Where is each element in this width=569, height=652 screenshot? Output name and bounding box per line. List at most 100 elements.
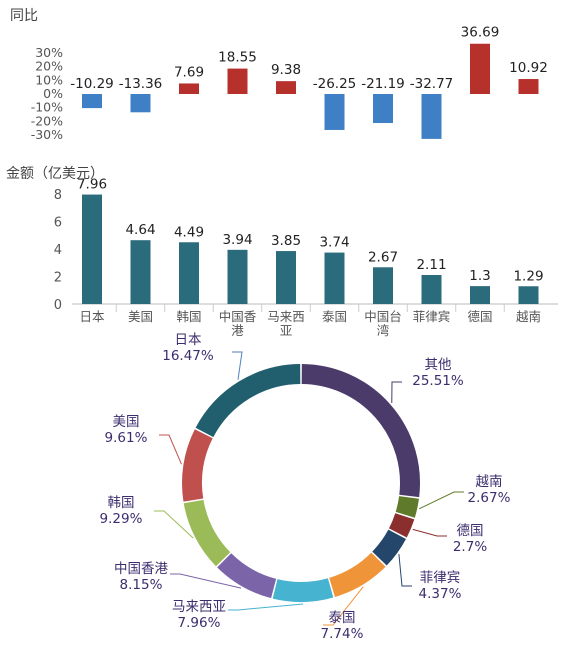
donut-slice (183, 499, 231, 567)
yoy-bar (518, 79, 539, 94)
amount-bar (179, 242, 199, 304)
yoy-bar (82, 94, 102, 109)
yoy-bar (421, 94, 442, 139)
amount-x-tick-label: 韩国 (176, 309, 201, 324)
donut-label-name: 菲律宾 (420, 570, 461, 586)
amount-bar (82, 194, 102, 304)
donut-leader-lines (154, 351, 464, 626)
amount-x-tick-label: 德国 (467, 309, 492, 324)
amount-data-label: 2.11 (416, 257, 446, 273)
donut-slice (301, 364, 420, 498)
donut-label-value: 7.96% (178, 615, 221, 631)
yoy-data-label: 7.69 (174, 64, 204, 80)
yoy-y-axis: 30%20%10%0%-10%-20%-30% (31, 45, 63, 142)
yoy-data-label: 36.69 (461, 25, 500, 41)
yoy-y-tick-label: -10% (31, 100, 63, 115)
amount-bar (324, 252, 345, 304)
donut-slice (195, 364, 301, 438)
yoy-data-label: 10.92 (509, 60, 548, 76)
donut-label-name: 日本 (175, 332, 202, 348)
yoy-data-label: 18.55 (218, 50, 257, 66)
donut-leader-line (232, 351, 243, 380)
amount-x-tick-label: 中国台 (364, 309, 402, 324)
donut-leader-line (170, 573, 242, 589)
donut-label-value: 4.37% (419, 586, 462, 602)
donut-label-value: 8.15% (120, 577, 163, 593)
amount-bar (130, 240, 151, 304)
yoy-y-tick-label: 0% (43, 86, 63, 101)
yoy-data-label: -13.36 (119, 76, 163, 92)
amount-bar (470, 286, 490, 304)
amount-y-tick-label: 0 (54, 298, 62, 313)
yoy-data-label: -26.25 (313, 76, 357, 92)
yoy-y-tick-label: -30% (31, 127, 63, 142)
yoy-y-tick-label: 20% (35, 59, 63, 74)
yoy-bars (82, 43, 539, 139)
amount-data-labels: 7.96 4.64 4.49 3.94 3.85 3.74 2.67 2.11 1.3 1.29 (77, 177, 544, 285)
donut-label-value: 2.7% (453, 539, 487, 555)
donut-slice (182, 429, 213, 502)
amount-data-label: 4.64 (125, 222, 155, 238)
donut-leader-line (398, 554, 412, 587)
amount-y-tick-label: 8 (54, 188, 62, 203)
amount-y-tick-label: 6 (54, 216, 62, 231)
amount-bar (421, 274, 442, 304)
donut-label-value: 2.67% (468, 490, 511, 506)
yoy-bar (227, 68, 248, 94)
amount-x-tick-label: 越南 (516, 309, 541, 324)
amount-bar (373, 267, 393, 304)
amount-x-tick-label: 美国 (128, 309, 153, 324)
amount-data-label: 3.94 (222, 232, 252, 248)
yoy-y-tick-label: -20% (31, 113, 63, 128)
amount-bars (82, 194, 539, 304)
yoy-bar-chart: 同比 30%20%10%0%-10%-20%-30% -10.29 -13.36 7… (10, 8, 548, 142)
donut-label-value: 7.74% (321, 626, 364, 642)
yoy-y-tick-label: 30% (35, 45, 63, 60)
amount-data-label: 1.29 (513, 268, 543, 284)
donut-label-name: 马来西亚 (172, 599, 226, 615)
yoy-bar (276, 81, 296, 94)
yoy-y-tick-label: 10% (35, 72, 63, 87)
donut-leader-line (228, 603, 304, 611)
yoy-bar (470, 43, 490, 94)
donut-label-name: 其他 (425, 357, 452, 373)
donut-leader-line (154, 510, 194, 539)
amount-data-label: 7.96 (77, 177, 107, 193)
donut-slice (395, 495, 419, 518)
donut-leader-line (323, 586, 364, 626)
yoy-data-label: -21.19 (361, 76, 405, 92)
donut-label-name: 泰国 (329, 610, 356, 626)
donut-label-value: 16.47% (162, 348, 214, 364)
donut-slice (328, 552, 386, 598)
yoy-data-label: -32.77 (410, 76, 454, 92)
donut-label-value: 9.61% (105, 430, 148, 446)
yoy-bar (179, 83, 199, 94)
amount-bar (518, 286, 539, 304)
donut-slice (372, 529, 406, 566)
amount-x-tick-label: 泰国 (322, 309, 347, 324)
yoy-chart-title: 同比 (10, 8, 38, 24)
donut-leader-line (391, 381, 402, 403)
amount-x-tick-label: 日本 (79, 309, 105, 324)
donut-label-name: 越南 (476, 474, 503, 490)
donut-label-name: 美国 (113, 414, 140, 430)
donut-leader-line (419, 491, 464, 510)
amount-data-label: 3.74 (319, 235, 349, 251)
yoy-data-labels: -10.29 -13.36 7.69 18.55 9.38 -26.25 -21.19 -32… (70, 25, 548, 92)
amount-data-label: 1.3 (469, 268, 490, 284)
yoy-bar (130, 94, 151, 113)
donut-slices (182, 364, 420, 602)
amount-x-tick-label: 马来西 (267, 309, 305, 324)
amount-x-tick-label: 中国香 (219, 309, 257, 324)
amount-y-tick-label: 2 (54, 271, 62, 286)
amount-x-tick-label: 港 (231, 323, 244, 338)
amount-x-tick-label: 亚 (280, 323, 293, 338)
yoy-bar (373, 94, 393, 124)
yoy-data-label: -10.29 (70, 76, 114, 92)
donut-leader-line (159, 434, 182, 465)
amount-data-label: 2.67 (368, 249, 398, 265)
amount-bar-chart: 金额（亿美元） 8 6 4 2 0 7.96 4.64 4.49 3.94 3.85 3.74 2.… (6, 166, 558, 338)
